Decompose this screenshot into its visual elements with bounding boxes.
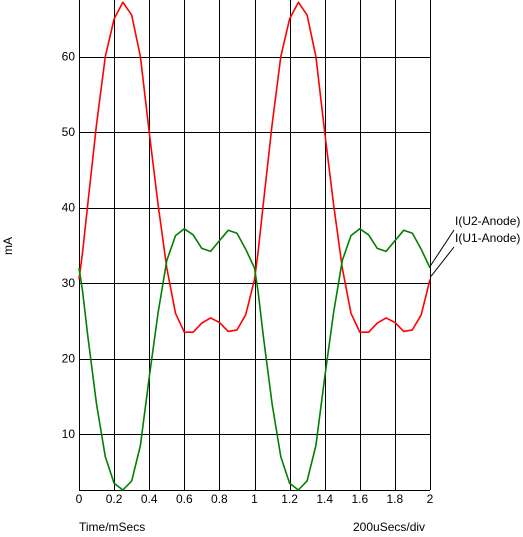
series-line-i-u1-anode-: [78, 1, 431, 334]
x-tick-label: 0: [76, 492, 83, 506]
x-tick-label: 1.2: [281, 492, 298, 506]
legend-label-u1: I(U1-Anode): [455, 231, 520, 245]
y-tick-label: 30: [62, 276, 76, 290]
y-axis-label: mA: [1, 237, 15, 255]
y-tick-label: 40: [62, 201, 76, 215]
legend-label-u2: I(U2-Anode): [455, 214, 520, 228]
legend-leader-u2: [430, 229, 455, 266]
grid: [79, 0, 431, 491]
x-axis-label: Time/mSecs: [79, 520, 145, 534]
y-tick-label: 60: [62, 50, 76, 64]
tick-labels: 0 0.2 0.4 0.6 0.8 1 1.2 1.4 1.6 1.8 2 10 20 30 40 50 60: [62, 50, 434, 506]
legend-leader-u1: [430, 246, 455, 277]
x-tick-label: 0.8: [211, 492, 228, 506]
x-scale-note: 200uSecs/div: [353, 520, 425, 534]
series-layer: [78, 1, 431, 491]
series-line-i-u2-anode-: [78, 228, 431, 491]
y-tick-label: 50: [62, 125, 76, 139]
x-tick-label: 0.6: [176, 492, 193, 506]
x-tick-label: 1: [251, 492, 258, 506]
x-tick-label: 1.4: [316, 492, 333, 506]
x-tick-label: 1.8: [387, 492, 404, 506]
x-tick-label: 2: [427, 492, 434, 506]
y-tick-label: 10: [62, 427, 76, 441]
x-tick-label: 0.4: [141, 492, 158, 506]
x-tick-label: 1.6: [351, 492, 368, 506]
y-tick-label: 20: [62, 352, 76, 366]
x-tick-label: 0.2: [106, 492, 123, 506]
legend: I(U2-Anode) I(U1-Anode): [430, 214, 520, 277]
